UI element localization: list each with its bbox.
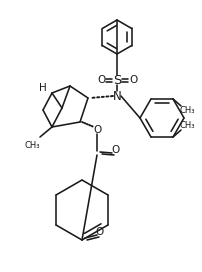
Text: H: H bbox=[39, 83, 47, 93]
Text: CH₃: CH₃ bbox=[179, 106, 195, 115]
Text: S: S bbox=[113, 73, 121, 86]
Text: O: O bbox=[97, 75, 105, 85]
Text: O: O bbox=[96, 227, 104, 237]
Text: O: O bbox=[129, 75, 137, 85]
Text: O: O bbox=[111, 145, 119, 155]
Text: O: O bbox=[93, 125, 101, 135]
Text: CH₃: CH₃ bbox=[24, 141, 40, 150]
Text: N: N bbox=[113, 89, 121, 103]
Text: CH₃: CH₃ bbox=[179, 120, 195, 129]
